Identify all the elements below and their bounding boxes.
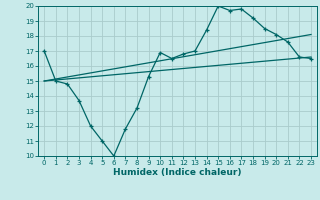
X-axis label: Humidex (Indice chaleur): Humidex (Indice chaleur) — [113, 168, 242, 177]
